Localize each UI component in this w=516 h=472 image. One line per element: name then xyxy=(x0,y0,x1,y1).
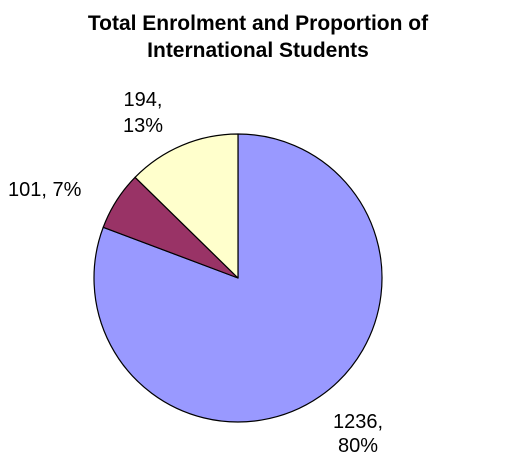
chart-title-line-1: Total Enrolment and Proportion of xyxy=(87,12,429,35)
slice-label-2-line-1: 13% xyxy=(123,115,163,137)
chart-title: Total Enrolment and Proportion of Intern… xyxy=(0,10,516,64)
chart-title-line-2: International Students xyxy=(147,39,369,62)
slice-label-2: 194, 13% xyxy=(123,89,163,137)
pie-slice-2 xyxy=(134,133,239,279)
slice-label-1-line-0: 101, 7% xyxy=(8,179,82,201)
slice-label-2-line-0: 194, xyxy=(124,89,163,111)
slice-label-0-line-1: 80% xyxy=(338,435,378,457)
slice-label-1: 101, 7% xyxy=(8,179,82,201)
slice-label-0: 1236, 80% xyxy=(333,411,383,457)
slice-label-0-line-0: 1236, xyxy=(333,411,383,433)
